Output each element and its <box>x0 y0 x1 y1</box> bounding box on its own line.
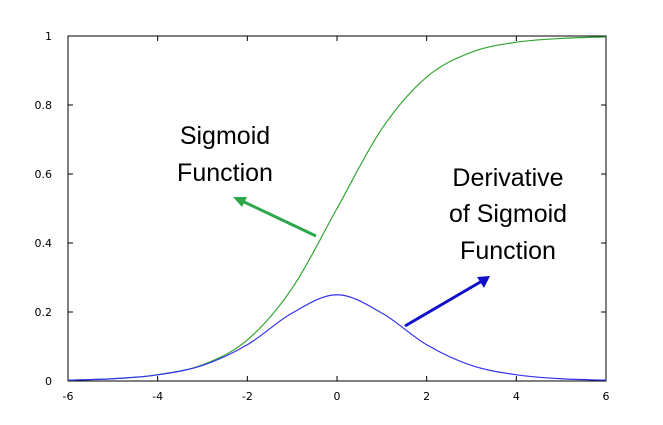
x-tick-label: 6 <box>603 390 610 403</box>
series-group <box>67 36 607 381</box>
series-line-derivative <box>67 294 607 381</box>
annotation-derivative-line-1: Derivative <box>452 164 563 192</box>
x-tick-label: -2 <box>242 390 253 403</box>
annotation-sigmoid-line-1: Sigmoid <box>180 122 270 150</box>
x-tick-label: -6 <box>63 390 74 403</box>
annotation-sigmoid-arrowhead <box>233 197 247 207</box>
annotation-derivative-arrow <box>404 279 483 328</box>
y-axis: 0 0.2 0.4 0.6 0.8 1 <box>35 30 606 388</box>
y-tick-label: 1 <box>45 30 52 43</box>
x-axis: -6 -4 -2 0 2 4 6 <box>63 36 610 403</box>
x-tick-label: 4 <box>513 390 520 403</box>
annotation-sigmoid-line-2: Function <box>177 159 273 187</box>
annotation-derivative-line-3: Function <box>460 237 556 265</box>
y-tick-label: 0.8 <box>35 99 53 112</box>
x-tick-label: -4 <box>152 390 163 403</box>
y-tick-label: 0.2 <box>35 306 53 319</box>
y-tick-label: 0.6 <box>35 168 53 181</box>
annotation-derivative-line-2: of Sigmoid <box>449 200 567 228</box>
annotation-derivative-arrowhead <box>477 276 490 288</box>
annotation-sigmoid-arrow <box>239 198 317 238</box>
x-tick-label: 0 <box>334 390 341 403</box>
y-tick-label: 0 <box>45 375 52 388</box>
x-tick-label: 2 <box>423 390 430 403</box>
y-tick-label: 0.4 <box>35 237 53 250</box>
